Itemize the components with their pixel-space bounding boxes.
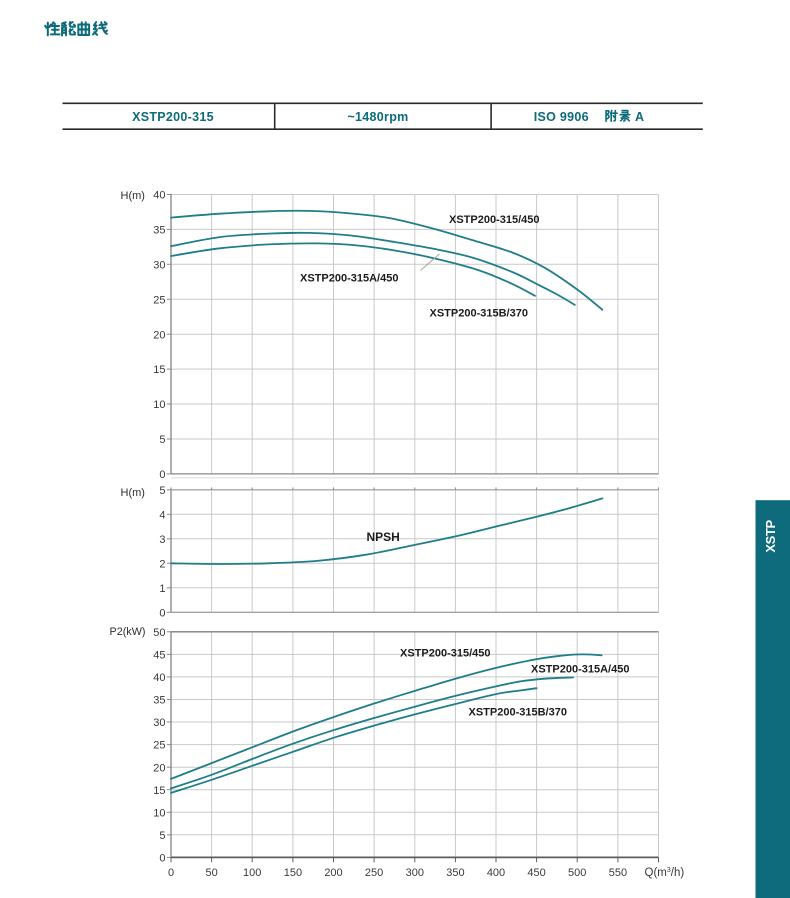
svg-text:XSTP200-315/450: XSTP200-315/450 xyxy=(449,214,540,226)
svg-text:0: 0 xyxy=(159,853,165,865)
svg-text:20: 20 xyxy=(153,762,165,774)
svg-text:ISO 9906: ISO 9906 xyxy=(534,110,589,124)
svg-text:0: 0 xyxy=(159,607,165,619)
svg-text:550: 550 xyxy=(609,867,627,879)
svg-text:XSTP200-315B/370: XSTP200-315B/370 xyxy=(469,707,567,719)
svg-text:25: 25 xyxy=(153,294,165,306)
svg-text:0: 0 xyxy=(168,867,174,879)
svg-text:50: 50 xyxy=(205,867,217,879)
svg-text:450: 450 xyxy=(527,867,545,879)
svg-text:5: 5 xyxy=(159,830,165,842)
svg-text:350: 350 xyxy=(446,867,464,879)
svg-text:XSTP200-315/450: XSTP200-315/450 xyxy=(400,648,491,660)
svg-text:35: 35 xyxy=(153,695,165,707)
svg-text:XSTP200-315B/370: XSTP200-315B/370 xyxy=(430,308,528,320)
svg-text:XSTP200-315A/450: XSTP200-315A/450 xyxy=(531,663,629,675)
svg-text:40: 40 xyxy=(153,672,165,684)
svg-text:25: 25 xyxy=(153,740,165,752)
svg-text:~1480rpm: ~1480rpm xyxy=(347,110,408,124)
svg-text:15: 15 xyxy=(153,785,165,797)
svg-text:10: 10 xyxy=(153,399,165,411)
svg-text:500: 500 xyxy=(568,867,586,879)
svg-text:10: 10 xyxy=(153,807,165,819)
svg-text:NPSH: NPSH xyxy=(367,530,400,544)
svg-text:40: 40 xyxy=(153,190,165,202)
svg-text:250: 250 xyxy=(365,867,383,879)
svg-text:150: 150 xyxy=(284,867,302,879)
svg-text:100: 100 xyxy=(243,867,261,879)
svg-text:5: 5 xyxy=(159,434,165,446)
svg-text:H(m): H(m) xyxy=(121,487,145,499)
svg-text:2: 2 xyxy=(159,558,165,570)
svg-text:300: 300 xyxy=(406,867,424,879)
svg-text:A: A xyxy=(635,110,644,124)
svg-text:35: 35 xyxy=(153,225,165,237)
svg-text:H(m): H(m) xyxy=(121,190,145,202)
svg-text:400: 400 xyxy=(487,867,505,879)
svg-text:15: 15 xyxy=(153,364,165,376)
svg-text:4: 4 xyxy=(159,509,165,521)
svg-text:XSTP: XSTP xyxy=(763,520,778,553)
svg-text:20: 20 xyxy=(153,329,165,341)
svg-text:P2(kW): P2(kW) xyxy=(110,626,146,638)
svg-text:XSTP200-315A/450: XSTP200-315A/450 xyxy=(300,273,398,285)
svg-text:30: 30 xyxy=(153,259,165,271)
svg-text:3: 3 xyxy=(159,534,165,546)
svg-text:50: 50 xyxy=(153,627,165,639)
svg-text:30: 30 xyxy=(153,717,165,729)
svg-text:XSTP200-315: XSTP200-315 xyxy=(132,110,214,124)
svg-text:45: 45 xyxy=(153,650,165,662)
svg-text:5: 5 xyxy=(159,485,165,497)
svg-text:1: 1 xyxy=(159,583,165,595)
svg-text:200: 200 xyxy=(324,867,342,879)
svg-text:Q(m3/h): Q(m3/h) xyxy=(645,867,685,879)
svg-text:0: 0 xyxy=(159,469,165,481)
